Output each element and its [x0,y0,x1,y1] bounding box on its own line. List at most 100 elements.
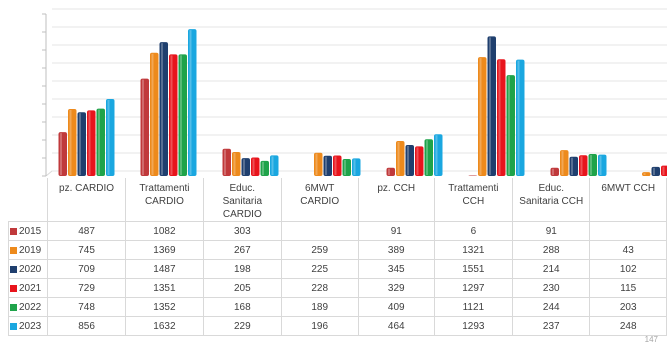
category-label-line: CARDIO [222,209,262,220]
category-label-line: Trattamenti [448,183,499,194]
bar-2023-6 [516,59,525,176]
category-label-line: pz. CARDIO [59,183,115,194]
bar-2019-2 [150,52,159,176]
category-label-line: pz. CCH [377,183,416,194]
table-cell: 487 [47,221,126,241]
bar-highlight [489,37,491,175]
bar-highlight [170,55,173,175]
bar-2021-5 [415,146,424,176]
bar-2021-1 [87,110,96,176]
bar-2021-4 [333,155,342,176]
table-cell: 43 [589,240,667,260]
bar-highlight [388,168,390,175]
bar-highlight [552,168,554,175]
bar-2015-5 [386,167,395,176]
gridlines [42,8,667,177]
table-cell: 856 [47,316,126,336]
bar-2015-1 [58,132,67,176]
category-label: Educ. Sanitaria CCH [512,178,591,222]
legend-swatch [10,303,17,311]
table-cell [589,221,667,241]
bar-highlight [397,141,400,175]
bar-2023-2 [188,29,197,177]
bar-2019-1 [68,108,77,176]
bar-highlight [508,76,510,175]
bar-2023-3 [270,155,279,176]
bar-2019-7 [560,150,569,176]
table-cell: 259 [280,240,359,260]
category-label: pz. CCH [357,178,435,222]
bar-2020-7 [569,156,578,176]
table-cell: 189 [280,297,359,317]
table-row: 2019 745 1369 267 259 389 1321 288 43 [7,240,667,260]
category-label-line: CARDIO [300,196,340,207]
bar-2023-5 [434,134,443,176]
bar-highlight [479,58,482,175]
table-cell: 6 [433,221,514,241]
legend-entry: 2019 [7,240,49,260]
bar-highlight [590,155,592,175]
table-cell: 1352 [124,297,205,317]
table-cell: 267 [203,240,282,260]
category-label-line: Trattamenti [139,183,190,194]
table-cell: 196 [280,316,359,336]
table-cell: 248 [589,316,667,336]
table-cell: 464 [357,316,435,336]
table-cell: 409 [357,297,435,317]
category-label-line: Sanitaria CCH [519,196,584,207]
bar-2020-6 [487,36,496,176]
bar-highlight [344,159,346,175]
category-label-line: 6MWT CCH [601,183,656,194]
bar-2020-5 [405,144,414,176]
table-cell: 203 [589,297,667,317]
bar-highlight [262,161,264,175]
table-cell: 198 [203,259,282,279]
bar-highlight [416,147,419,175]
bar-highlight [643,173,646,175]
bar-highlight [315,153,318,175]
bar-highlight [561,151,564,175]
bar-2021-3 [251,157,260,176]
bar-highlight [498,60,501,175]
bar-2022-3 [260,160,269,176]
bar-2019-6 [478,57,487,176]
table-cell: 168 [203,297,282,317]
bar-highlight [189,30,192,176]
bar-2015-6 [468,175,477,176]
category-label: Educ. Sanitaria CARDIO [203,178,282,222]
bar-2023-7 [598,154,607,176]
bar-highlight [88,111,91,175]
legend-label: 2019 [19,244,42,256]
category-label-line: Educ. [538,183,565,194]
table-cell: 229 [203,316,282,336]
bar-2022-2 [178,54,187,176]
bar-highlight [79,113,81,175]
table-cell: 745 [47,240,126,260]
bar-2019-5 [396,140,405,176]
category-label: 6MWT CARDIO [280,178,359,222]
table-cell: 288 [512,240,591,260]
table-cell: 1121 [433,297,514,317]
legend-swatch [10,322,17,330]
bar-chart [42,8,667,177]
bar-2021-6 [497,59,506,176]
table-cell: 237 [512,316,591,336]
legend-label: 2020 [19,263,42,275]
table-cell: 214 [512,259,591,279]
bar-highlight [599,155,602,175]
bar-2019-8 [642,172,651,176]
bar-series [58,29,667,177]
bar-2020-4 [323,155,332,176]
bar-highlight [662,166,665,175]
table-corner [9,178,48,222]
category-label-line: Educ. [229,183,256,194]
table-cell: 225 [280,259,359,279]
legend-swatch [10,265,17,273]
table-cell: 709 [47,259,126,279]
legend-label: 2015 [19,225,42,237]
table-cell: 102 [589,259,667,279]
bar-2020-1 [77,112,86,176]
bar-highlight [161,43,163,175]
bar-highlight [224,149,226,175]
table-cell: 329 [357,278,435,298]
